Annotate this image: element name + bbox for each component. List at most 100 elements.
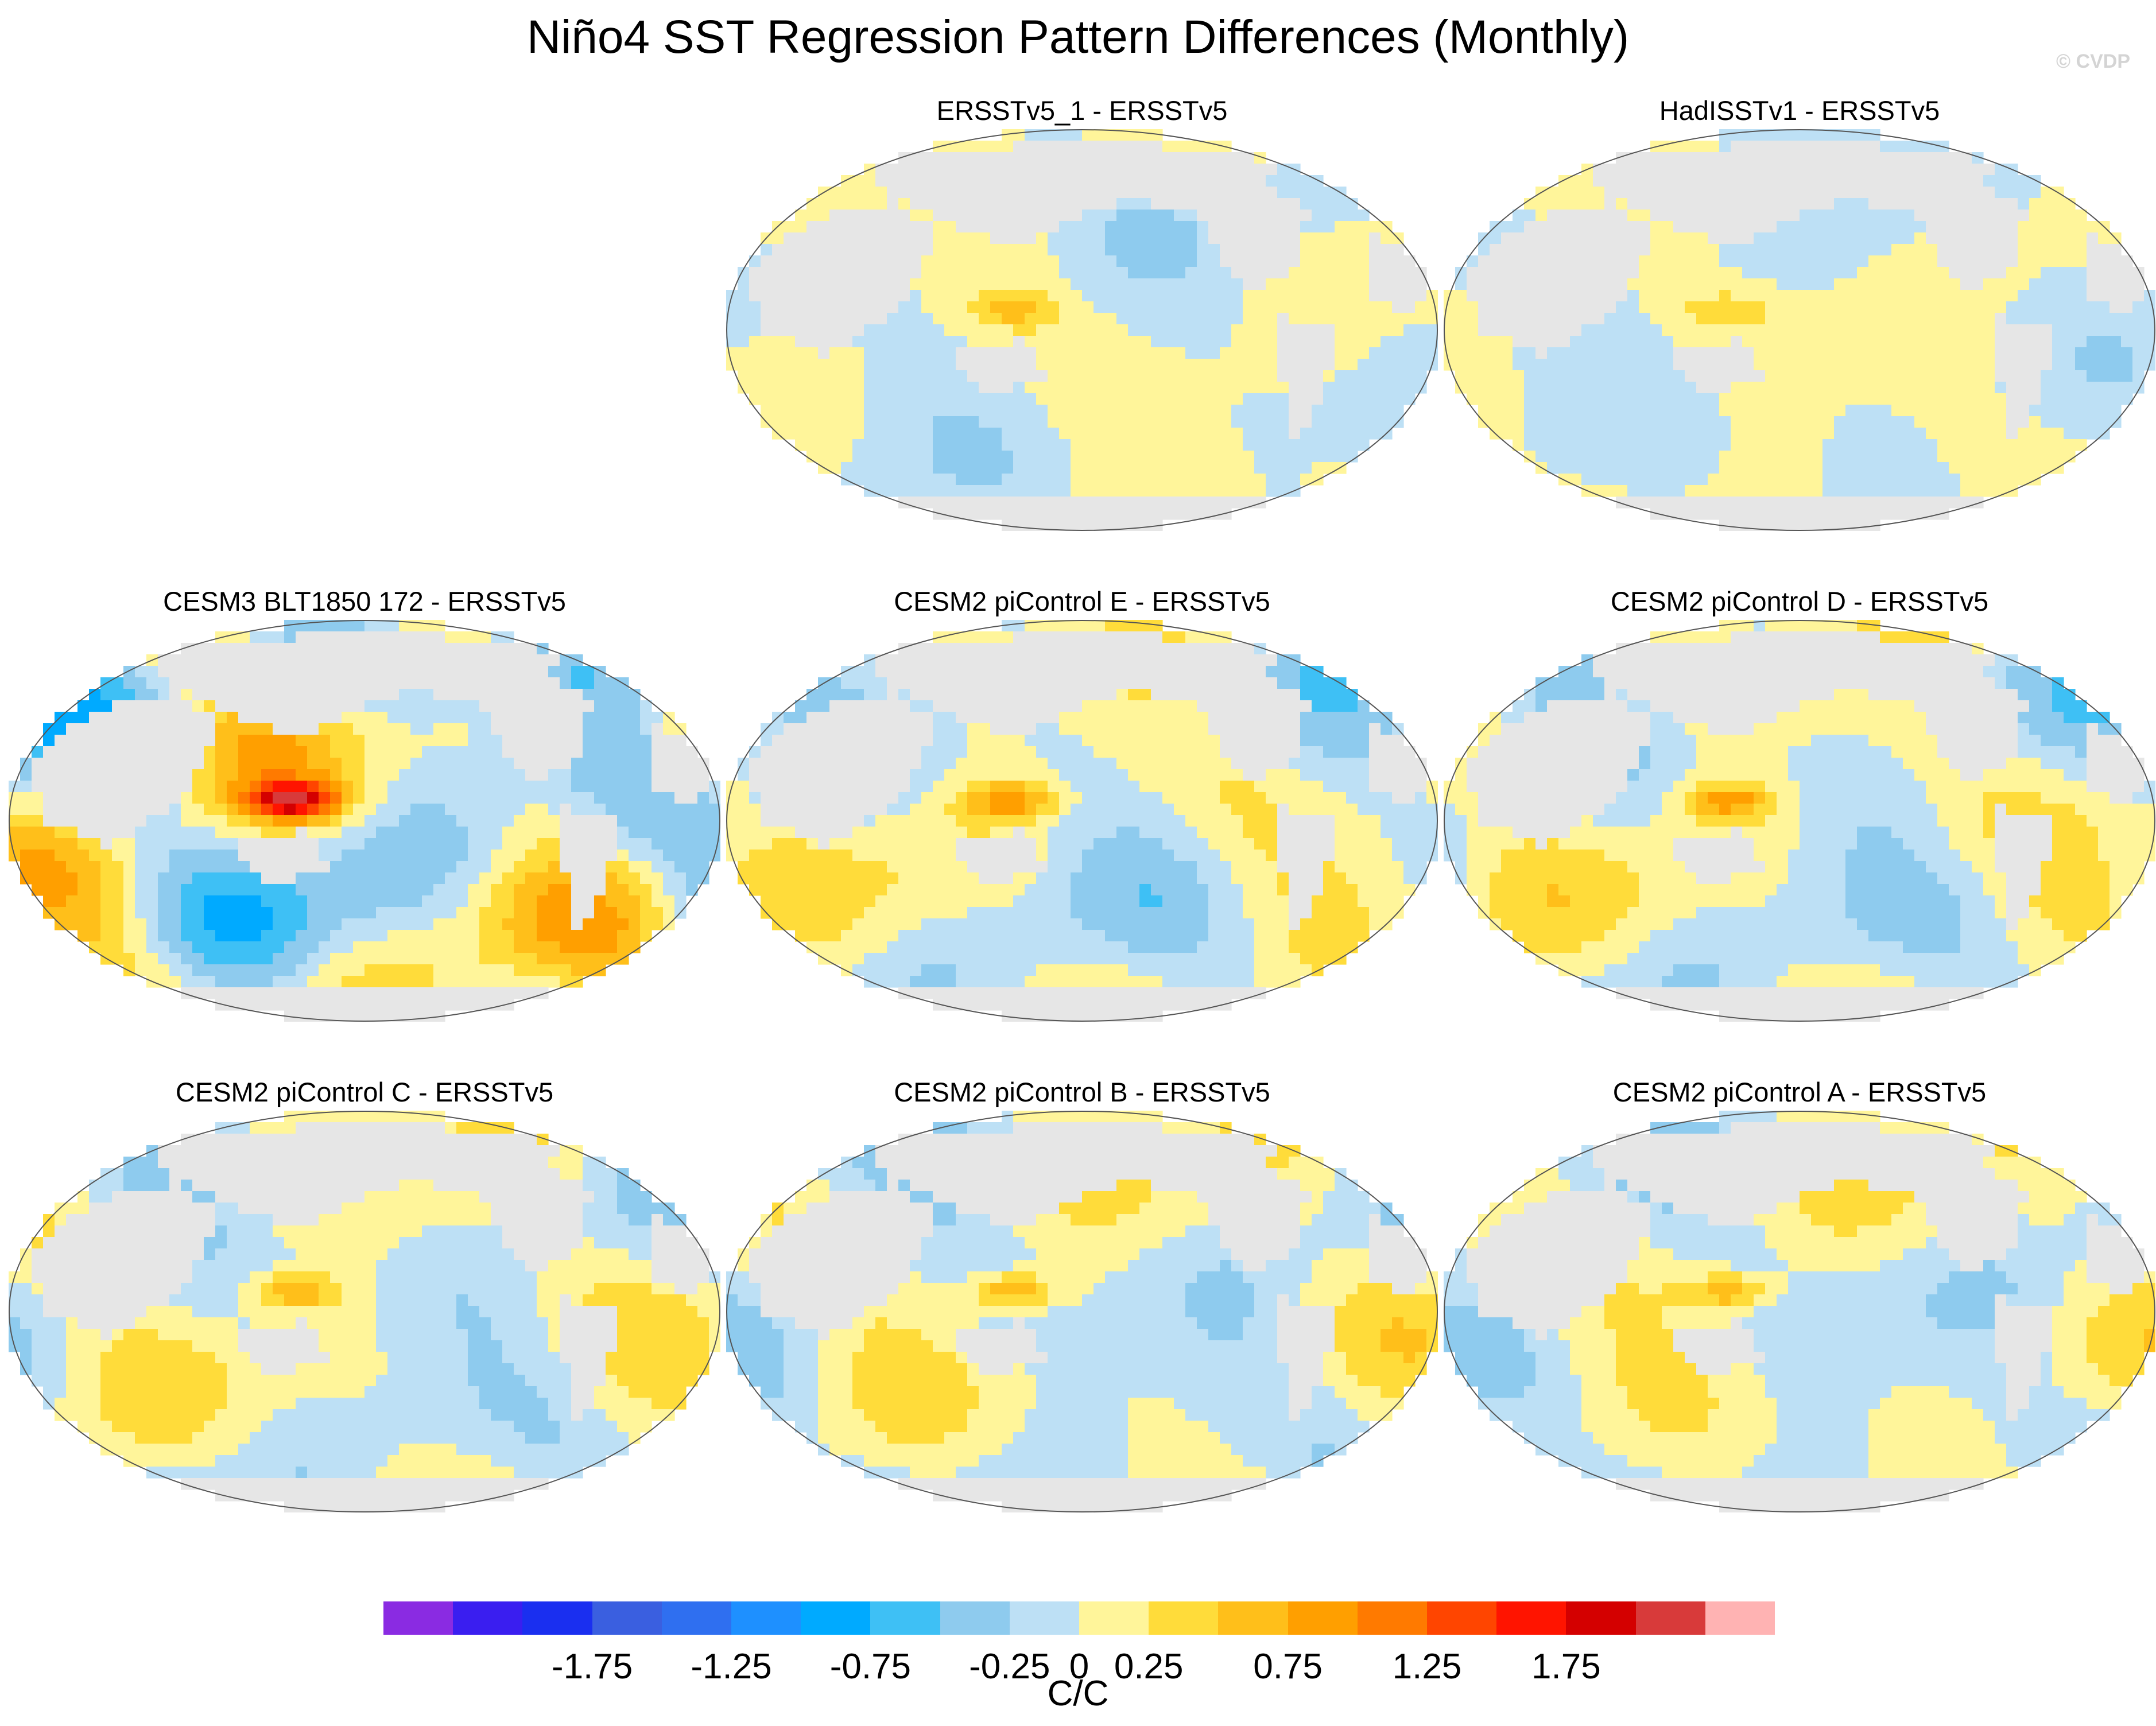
sst-cell (43, 850, 55, 862)
sst-cell (1358, 301, 1370, 313)
land-cell (1535, 301, 1548, 313)
sst-cell (617, 930, 629, 942)
sst-cell (1662, 428, 1674, 440)
land-cell (1685, 210, 1697, 222)
sst-cell (410, 838, 422, 850)
sst-cell (445, 746, 457, 758)
sst-cell (1346, 221, 1358, 233)
land-cell (1002, 152, 1014, 164)
sst-cell (910, 451, 922, 463)
sst-cell (1162, 336, 1174, 348)
sst-cell (1162, 141, 1174, 153)
land-cell (158, 700, 170, 712)
land-cell (1025, 370, 1037, 382)
land-cell (1937, 175, 1949, 187)
sst-cell (1845, 244, 1858, 256)
sst-cell (192, 769, 204, 781)
sst-cell (169, 850, 181, 862)
land-cell (204, 735, 216, 747)
sst-cell (1105, 416, 1117, 428)
sst-cell (410, 861, 422, 873)
land-cell (158, 746, 170, 758)
sst-cell (1811, 267, 1823, 279)
sst-cell (1811, 359, 1823, 371)
sst-cell (1002, 278, 1014, 290)
land-cell (1277, 370, 1289, 382)
land-cell (1800, 164, 1812, 176)
sst-cell (1777, 370, 1789, 382)
sst-cell (1800, 232, 1812, 245)
sst-cell (2064, 428, 2076, 440)
sst-cell (238, 884, 250, 896)
sst-cell (617, 712, 629, 724)
sst-cell (629, 735, 641, 747)
sst-cell (273, 769, 285, 781)
sst-cell (1185, 428, 1197, 440)
sst-cell (1162, 462, 1174, 474)
land-cell (1891, 164, 1903, 176)
sst-cell (1570, 198, 1582, 210)
sst-cell (640, 792, 652, 804)
land-cell (1524, 290, 1536, 302)
sst-cell (1949, 370, 1961, 382)
land-cell (1719, 152, 1731, 164)
sst-cell (1358, 221, 1370, 233)
sst-cell (2018, 198, 2030, 210)
land-cell (1868, 198, 1880, 210)
sst-cell (1013, 405, 1025, 417)
sst-cell (123, 689, 135, 701)
land-cell (1093, 175, 1106, 187)
land-cell (772, 301, 784, 313)
sst-cell (617, 700, 629, 712)
sst-cell (1777, 474, 1789, 486)
sst-cell (1960, 474, 1972, 486)
land-cell (112, 769, 124, 781)
sst-cell (1002, 267, 1014, 279)
land-cell (123, 723, 135, 735)
sst-cell (1535, 439, 1548, 451)
sst-cell (1800, 393, 1812, 405)
sst-cell (1834, 232, 1846, 245)
land-cell (1868, 497, 1880, 509)
sst-cell (1059, 462, 1071, 474)
sst-cell (1708, 301, 1720, 313)
sst-cell (921, 474, 933, 486)
land-cell (66, 723, 78, 735)
sst-cell (342, 723, 354, 735)
land-cell (364, 654, 377, 666)
land-cell (1300, 336, 1312, 348)
sst-cell (89, 884, 101, 896)
sst-cell (1036, 416, 1048, 428)
sst-cell (1139, 278, 1151, 290)
sst-cell (1185, 267, 1197, 279)
sst-cell (1650, 221, 1662, 233)
sst-cell (1323, 301, 1335, 313)
sst-cell (956, 382, 968, 394)
land-cell (1960, 232, 1972, 245)
sst-cell (1708, 290, 1720, 302)
sst-cell (1105, 255, 1117, 267)
sst-cell (1128, 336, 1140, 348)
land-cell (829, 221, 842, 233)
sst-cell (1811, 405, 1823, 417)
sst-cell (1105, 267, 1117, 279)
land-cell (2121, 301, 2133, 313)
sst-cell (1116, 405, 1129, 417)
sst-cell (1616, 439, 1628, 451)
land-cell (1995, 198, 2007, 210)
sst-cell (1696, 255, 1708, 267)
land-cell (829, 290, 842, 302)
land-cell (864, 255, 876, 267)
sst-cell (1845, 267, 1858, 279)
land-cell (875, 255, 887, 267)
land-cell (1128, 175, 1140, 187)
sst-cell (1128, 359, 1140, 371)
sst-cell (1937, 485, 1949, 497)
sst-cell (663, 907, 675, 919)
sst-cell (296, 758, 308, 770)
sst-cell (1082, 393, 1094, 405)
sst-cell (979, 324, 991, 336)
sst-cell (1845, 474, 1858, 486)
sst-cell (1604, 336, 1616, 348)
land-cell (1696, 382, 1708, 394)
